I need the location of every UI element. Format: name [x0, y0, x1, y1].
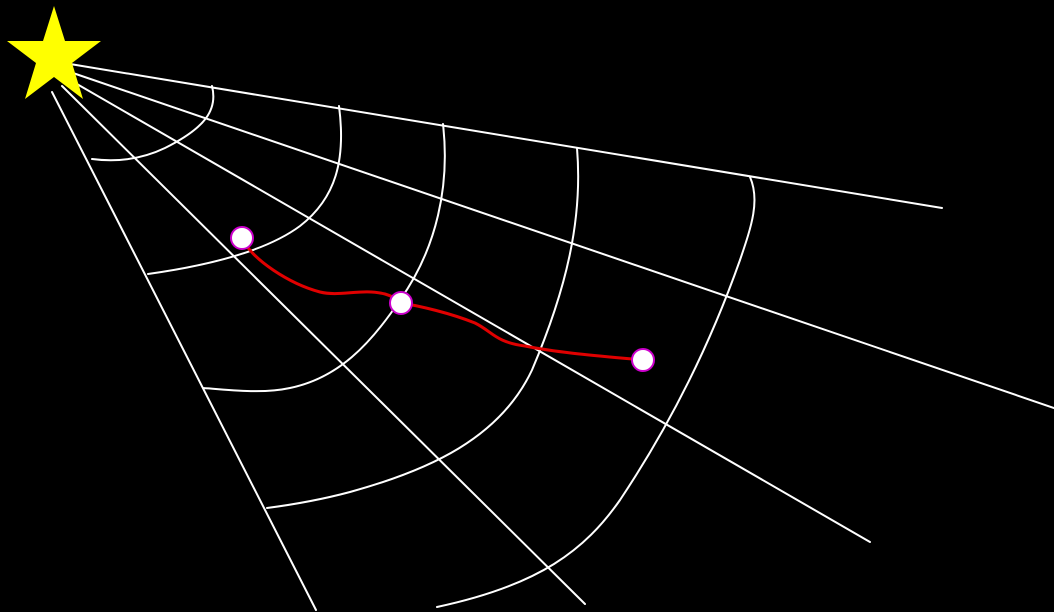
- web-rings: [91, 85, 756, 608]
- web-ring: [266, 147, 580, 509]
- web-ring: [202, 123, 446, 393]
- web-spoke: [69, 63, 943, 209]
- waypoint-node[interactable]: [230, 226, 254, 250]
- waypoint-node[interactable]: [631, 348, 655, 372]
- web-spoke: [61, 85, 586, 605]
- web-spoke: [69, 79, 871, 543]
- star-icon: [7, 6, 101, 99]
- web-ring: [147, 105, 343, 275]
- web-ring: [436, 176, 756, 608]
- web-spokes: [51, 63, 1054, 611]
- route-waypoints: [230, 226, 655, 372]
- web-spoke: [69, 71, 1054, 409]
- waypoint-node[interactable]: [389, 291, 413, 315]
- web-ring: [91, 85, 215, 162]
- web-spoke: [51, 91, 317, 611]
